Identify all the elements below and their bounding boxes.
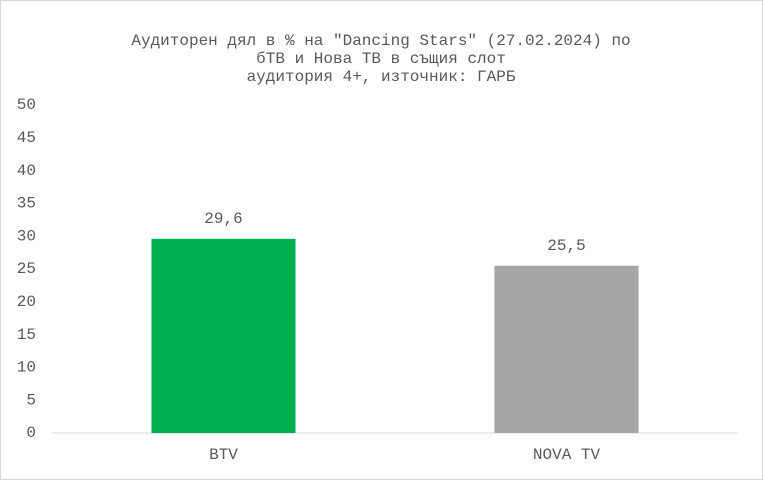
- chart-title: бТВ и Нова ТВ в същия слот: [256, 50, 506, 68]
- y-tick-label: 50: [17, 96, 36, 114]
- y-tick-label: 35: [17, 195, 36, 213]
- x-tick-label: NOVA TV: [533, 446, 601, 464]
- y-tick-label: 10: [17, 359, 36, 377]
- bar: [151, 238, 296, 433]
- chart-title: Аудиторен дял в % на "Dancing Stars" (27…: [131, 32, 630, 50]
- data-label: 29,6: [204, 210, 242, 228]
- y-tick-label: 20: [17, 293, 36, 311]
- y-tick-label: 40: [17, 162, 36, 180]
- y-tick-label: 30: [17, 227, 36, 245]
- y-tick-label: 25: [17, 260, 36, 278]
- x-tick-label: BTV: [209, 446, 238, 464]
- y-tick-label: 45: [17, 129, 36, 147]
- data-label: 25,5: [547, 237, 585, 255]
- bar: [494, 265, 639, 433]
- chart-title: аудитория 4+, източник: ГАРБ: [247, 68, 516, 86]
- y-tick-label: 5: [26, 391, 36, 409]
- y-tick-label: 15: [17, 326, 36, 344]
- y-tick-label: 0: [26, 424, 36, 442]
